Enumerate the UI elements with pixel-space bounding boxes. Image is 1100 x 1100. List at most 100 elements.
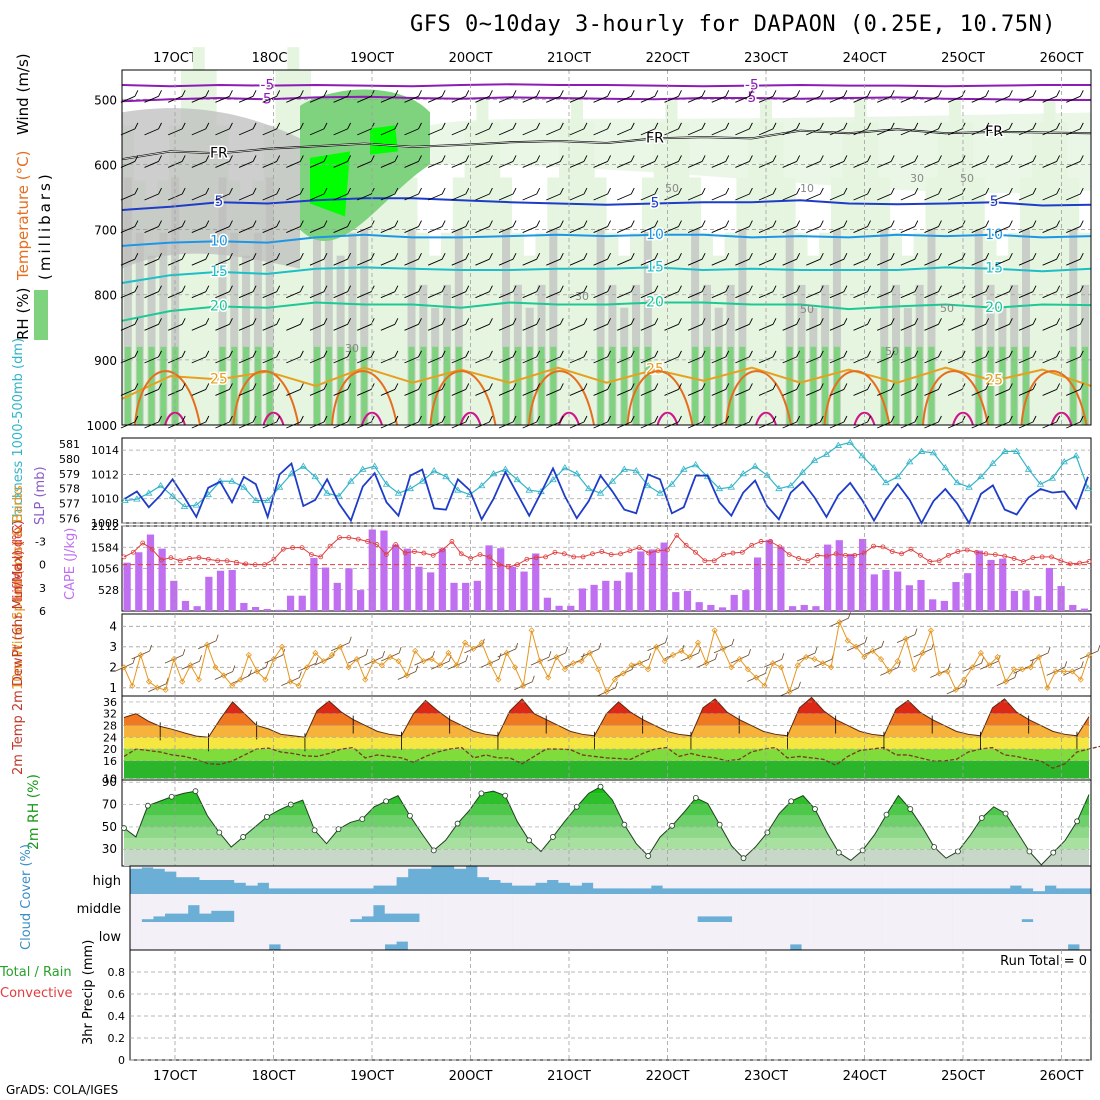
precip-tick-label: 0.6 — [108, 988, 126, 1001]
thickness-marker — [965, 483, 973, 490]
wind-marker — [1044, 684, 1051, 691]
wind-barb — [687, 187, 706, 201]
li-marker — [393, 542, 399, 547]
wind-barb — [404, 90, 422, 103]
thickness-marker — [870, 464, 878, 471]
li-marker — [1021, 559, 1026, 564]
cloud-clear-cell — [859, 922, 872, 950]
li-tick-label: 0 — [39, 559, 46, 572]
rh-shade-mid — [999, 346, 1006, 425]
thickness-marker — [204, 490, 212, 498]
precip-label: 3hr Precip (mm) — [81, 940, 96, 1045]
cape-bar — [427, 572, 435, 611]
wind-marker — [844, 637, 851, 644]
slp-frame — [121, 437, 1092, 524]
date-tick-top: 19OCT — [350, 51, 394, 66]
wind-barb — [238, 220, 257, 234]
wind-barb — [1042, 318, 1061, 331]
wind-barb — [617, 383, 635, 396]
wind-barb — [522, 350, 541, 364]
thickness-marker — [596, 489, 605, 496]
rh-marker — [764, 829, 771, 836]
cloud-clear-cell — [199, 894, 212, 914]
temp-band — [124, 737, 1089, 750]
cape-bar — [1010, 590, 1019, 611]
isotherm-30-loop — [922, 370, 989, 426]
rh-shade-mid — [727, 346, 734, 425]
wind-barb — [593, 252, 611, 266]
rh-shade-mid — [443, 346, 450, 425]
cape-bar — [321, 567, 330, 611]
li-marker — [1002, 553, 1008, 559]
li-marker — [449, 539, 455, 544]
cloud-clear-cell — [604, 894, 617, 922]
cloud-clear-cell — [882, 866, 895, 889]
wind-barb — [144, 383, 162, 396]
wind-barb — [120, 187, 139, 201]
wind-marker — [803, 653, 810, 661]
cloud-clear-cell — [697, 894, 710, 917]
cloud-clear-cell — [917, 894, 930, 922]
wind-marker — [586, 649, 593, 657]
wind-barb — [593, 187, 611, 201]
wind-marker — [453, 662, 460, 669]
wind-marker — [1052, 668, 1059, 675]
wind-barb — [853, 318, 871, 331]
date-tick-top: 21OCT — [547, 51, 591, 66]
wind-barb — [593, 350, 611, 364]
wind-barb — [286, 383, 304, 396]
li-marker — [280, 546, 286, 552]
wind-marker — [595, 666, 602, 673]
cloud-clear-cell — [952, 922, 964, 950]
li-marker — [871, 543, 876, 549]
rh-shade-mid — [810, 346, 817, 425]
wind-marker — [1019, 666, 1026, 673]
cloud-clear-cell — [268, 922, 281, 945]
wind-barb — [215, 122, 233, 136]
rh-shade-mid — [833, 346, 840, 425]
cape-bar — [450, 582, 458, 611]
rh-shade-mid — [526, 346, 533, 425]
cloud-clear-cell — [245, 894, 258, 922]
cape-bar — [625, 572, 633, 611]
rh-shade-mid — [881, 346, 888, 425]
rh-shade-mid — [266, 346, 273, 425]
wind-barb — [995, 285, 1013, 299]
wind-barb — [238, 383, 257, 396]
li-marker — [458, 551, 464, 557]
wind-barb — [144, 285, 162, 299]
wind-barb — [900, 155, 919, 168]
cloud-clear-cell — [917, 866, 930, 889]
cloud-clear-cell — [813, 922, 825, 950]
li-marker — [646, 550, 652, 556]
rh-shade — [677, 122, 690, 425]
rh-marker — [359, 816, 366, 822]
wind-barb — [971, 383, 990, 396]
isotherm-label: FR — [985, 124, 1003, 140]
wind-marker — [719, 645, 727, 652]
wind-barb — [498, 220, 517, 234]
wind-barb — [286, 350, 304, 364]
cape-ylabels: Lifted Index CAPE (J/kg) — [11, 523, 78, 600]
cloud-clear-cell — [894, 894, 907, 922]
wind-barb — [1018, 90, 1037, 103]
cloud-clear-cell — [847, 866, 860, 889]
thickness-marker — [691, 461, 700, 468]
cloud-clear-cell — [535, 866, 548, 883]
cloud-clear-cell — [373, 922, 386, 950]
wind-barb — [522, 383, 541, 396]
wind-marker — [245, 651, 252, 659]
cloud-clear-cell — [1044, 894, 1057, 922]
wind-barb — [569, 90, 588, 103]
cloud-clear-cell — [928, 894, 941, 922]
cloud-clear-cell — [581, 866, 594, 883]
temp-band — [124, 713, 1089, 726]
li-tick-label: 3 — [39, 582, 46, 595]
cloud-clear-cell — [824, 922, 837, 950]
wind-barb — [829, 350, 848, 364]
cape-bar — [216, 570, 225, 611]
isotherm-line — [121, 366, 1092, 400]
pressure-tick-label: 600 — [94, 158, 117, 172]
cloud-clear-cell — [384, 866, 397, 886]
li-label: Lifted Index — [11, 523, 26, 600]
